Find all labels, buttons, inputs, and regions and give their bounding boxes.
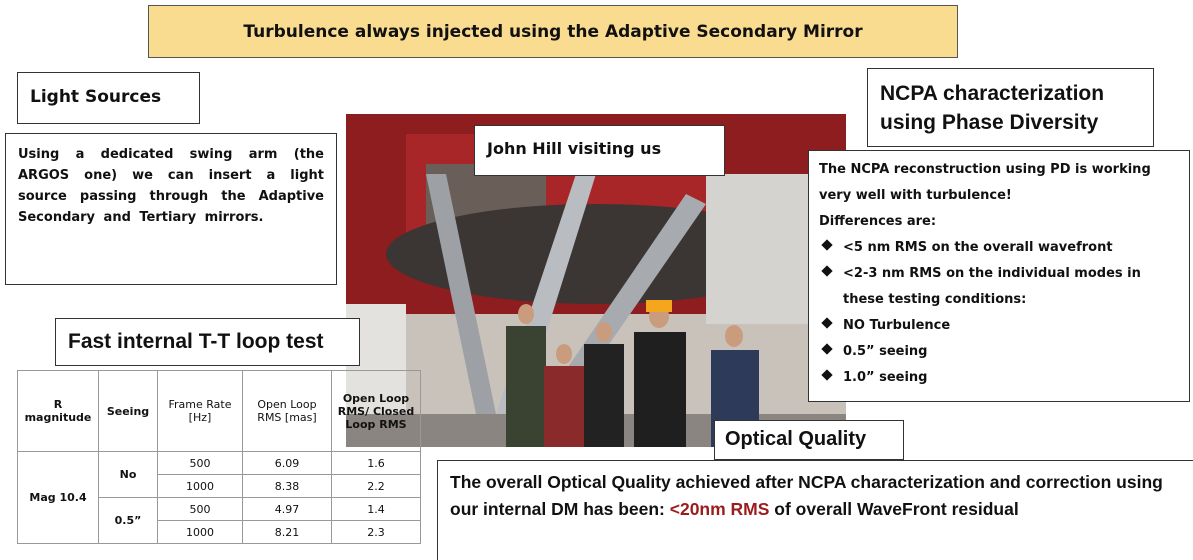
cell: 500 (158, 498, 243, 521)
bullet-text: <2-3 nm RMS on the individual modes in t… (843, 266, 1141, 307)
header-cell: R magnitude (18, 371, 99, 452)
bullet: 0.5” seeing (819, 339, 1179, 365)
bullet: <5 nm RMS on the overall wavefront (819, 235, 1179, 261)
bullet: <2-3 nm RMS on the individual modes in t… (819, 261, 1179, 313)
bullet-text: <5 nm RMS on the overall wavefront (843, 240, 1113, 255)
optical-quality-text: The overall Optical Quality achieved aft… (437, 460, 1193, 560)
cell: 2.2 (332, 475, 421, 498)
header-row: R magnitude Seeing Frame Rate [Hz] Open … (18, 371, 421, 452)
tt-table-wrap: R magnitude Seeing Frame Rate [Hz] Open … (17, 370, 421, 544)
ncpa-bullets: <5 nm RMS on the overall wavefront <2-3 … (819, 235, 1179, 391)
light-sources-text: Using a dedicated swing arm (the ARGOS o… (5, 133, 337, 285)
photo-caption: John Hill visiting us (474, 125, 725, 176)
ncpa-intro: The NCPA reconstruction using PD is work… (819, 157, 1179, 209)
slide: Turbulence always injected using the Ada… (0, 0, 1193, 557)
header-cell: Seeing (99, 371, 158, 452)
bullet-text: NO Turbulence (843, 318, 950, 333)
header-cell: Open Loop RMS/ Closed Loop RMS (332, 371, 421, 452)
ncpa-title: NCPA characterization using Phase Divers… (867, 68, 1154, 147)
tt-table: R magnitude Seeing Frame Rate [Hz] Open … (17, 370, 421, 544)
bullet-icon (821, 239, 832, 250)
banner: Turbulence always injected using the Ada… (148, 5, 958, 58)
bullet-text: 0.5” seeing (843, 344, 928, 359)
tt-test-title: Fast internal T-T loop test (55, 318, 360, 366)
cell: 4.97 (243, 498, 332, 521)
cell: 500 (158, 452, 243, 475)
cell: 2.3 (332, 521, 421, 544)
light-sources-title: Light Sources (17, 72, 200, 124)
cell: 1000 (158, 521, 243, 544)
bullet: NO Turbulence (819, 313, 1179, 339)
seeing-cell: No (99, 452, 158, 498)
cell: 8.21 (243, 521, 332, 544)
optical-quality-title: Optical Quality (714, 420, 904, 460)
text: of overall WaveFront residual (769, 499, 1018, 519)
bullet-text: 1.0” seeing (843, 370, 928, 385)
cell: 1.6 (332, 452, 421, 475)
header-cell: Frame Rate [Hz] (158, 371, 243, 452)
ncpa-panel: The NCPA reconstruction using PD is work… (808, 150, 1190, 402)
bullet-icon (821, 369, 832, 380)
bullet-icon (821, 265, 832, 276)
cell: 1000 (158, 475, 243, 498)
bullet-icon (821, 317, 832, 328)
bullet: 1.0” seeing (819, 365, 1179, 391)
row: Mag 10.4 No 500 6.09 1.6 (18, 452, 421, 475)
bullet-icon (821, 343, 832, 354)
seeing-cell: 0.5” (99, 498, 158, 544)
magnitude-cell: Mag 10.4 (18, 452, 99, 544)
ncpa-differences: Differences are: (819, 209, 1179, 235)
cell: 8.38 (243, 475, 332, 498)
cell: 6.09 (243, 452, 332, 475)
header-cell: Open Loop RMS [mas] (243, 371, 332, 452)
cell: 1.4 (332, 498, 421, 521)
highlight: <20nm RMS (670, 499, 770, 519)
